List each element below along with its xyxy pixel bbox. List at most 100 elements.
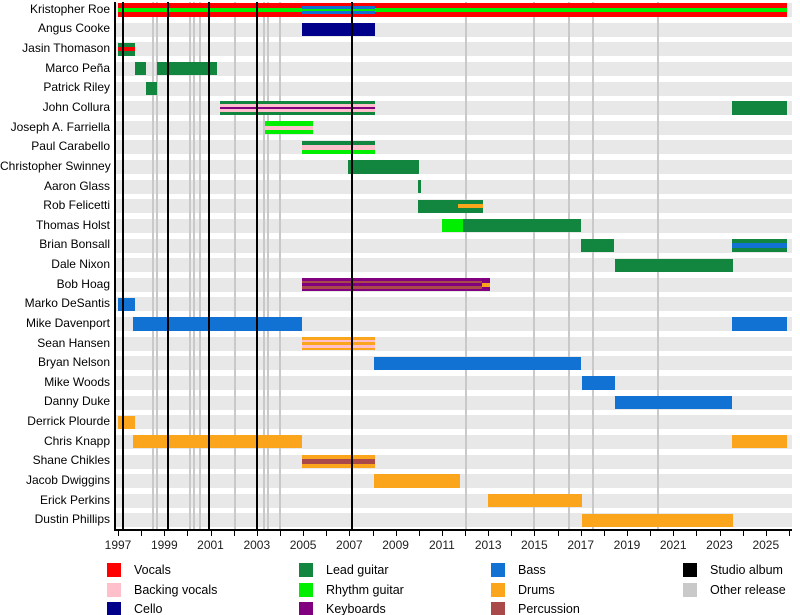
rhythm-guitar-stripe (301, 149, 375, 154)
x-axis-tick (719, 531, 721, 536)
lead-guitar-stripe (462, 219, 581, 233)
keyboards-stripe (301, 283, 483, 287)
x-axis-tick-label: 2013 (474, 538, 502, 552)
keyboards-stripe (219, 106, 375, 110)
row-band (115, 454, 792, 469)
drums-stripe (301, 454, 375, 460)
row-band (115, 81, 792, 96)
cello-stripe (301, 22, 375, 37)
membership-bar (301, 3, 375, 17)
backing-vocals-stripe (219, 109, 375, 113)
legend-item: Percussion (491, 601, 671, 615)
membership-bar (732, 238, 787, 253)
x-axis-tick (650, 531, 652, 536)
lead-guitar-stripe (615, 258, 734, 272)
x-axis-tick (488, 531, 490, 536)
lead-guitar-stripe (219, 101, 375, 105)
studio-album-line (121, 2, 124, 530)
legend-item: Backing vocals (107, 582, 287, 598)
membership-bar (145, 81, 158, 96)
member-name-label: Aaron Glass (43, 178, 110, 193)
member-name-label: Shane Chikles (32, 453, 110, 468)
vocals-swatch (107, 563, 121, 577)
legend-item: Other release (683, 582, 800, 598)
backing-vocals-stripe (301, 145, 375, 150)
member-name-label: Kristopher Roe (29, 1, 110, 16)
lead-guitar-stripe (580, 238, 615, 253)
membership-bar (133, 317, 302, 331)
drums-swatch (491, 583, 505, 597)
x-axis-tick (164, 531, 166, 536)
other-release-line (193, 2, 196, 530)
membership-bar (580, 238, 615, 253)
backing-vocals-swatch (107, 583, 121, 597)
x-axis-tick-label: 2003 (243, 538, 271, 552)
vocals-stripe (374, 12, 787, 17)
member-name-label: Jacob Dwiggins (25, 472, 110, 487)
legend-item: Bass (491, 562, 671, 578)
legend-label: Other release (710, 583, 786, 597)
membership-bar (462, 219, 581, 233)
row-band (115, 376, 792, 390)
drums-stripe (301, 337, 375, 340)
x-axis-tick-label: 1997 (104, 538, 132, 552)
bass-stripe (118, 297, 136, 311)
membership-bar (118, 415, 136, 429)
lead-guitar-stripe (348, 160, 419, 174)
studio-album-line (208, 2, 211, 530)
legend-label: Percussion (518, 602, 580, 615)
member-name-label: Bryan Nelson (37, 355, 110, 370)
member-name-label: Derrick Plourde (27, 414, 110, 428)
bass-stripe (581, 376, 616, 390)
x-axis-line (114, 529, 792, 531)
legend-label: Rhythm guitar (326, 583, 404, 597)
legend-label: Studio album (710, 563, 783, 577)
legend-label: Bass (518, 563, 546, 577)
x-axis-tick-label: 2009 (382, 538, 409, 552)
bass-stripe (732, 317, 787, 331)
x-axis-tick-label: 2025 (752, 538, 780, 552)
x-axis-tick-label: 2017 (567, 538, 595, 552)
row-band (115, 415, 792, 430)
membership-bar (732, 317, 787, 331)
drums-stripe (301, 342, 375, 345)
vocals-stripe (301, 3, 375, 6)
other-release-line (465, 2, 468, 530)
x-axis-tick (603, 531, 605, 536)
row-band (115, 22, 792, 37)
x-axis-tick (441, 531, 443, 536)
studio-album-line (350, 2, 353, 530)
keyboards-stripe (482, 278, 491, 283)
legend-label: Vocals (134, 563, 171, 577)
x-axis-tick (279, 531, 281, 536)
x-axis-tick-label: 2005 (289, 538, 317, 552)
other-release-line (592, 2, 595, 530)
backing-vocals-stripe (301, 344, 375, 348)
other-release-line (278, 2, 281, 530)
rhythm-guitar-stripe (264, 121, 314, 126)
member-name-label: Joseph A. Farriella (10, 119, 110, 134)
drums-stripe (301, 463, 375, 469)
row-band (115, 140, 792, 155)
x-axis-tick (765, 531, 767, 536)
lead-guitar-stripe (135, 62, 146, 76)
x-axis-tick (233, 531, 235, 536)
x-axis-tick-label: 2015 (521, 538, 548, 552)
keyboards-swatch (299, 602, 313, 615)
drums-stripe (732, 435, 787, 449)
membership-bar (732, 435, 787, 449)
other-release-line (533, 2, 536, 530)
legend-item: Lead guitar (299, 562, 479, 578)
membership-bar (348, 160, 419, 174)
lead-guitar-stripe (301, 140, 375, 146)
rhythm-guitar-stripe (374, 7, 787, 13)
lead-guitar-stripe (118, 51, 136, 56)
other-release-line (188, 2, 191, 530)
row-band (115, 336, 792, 351)
member-name-label: John Collura (42, 100, 110, 114)
rhythm-guitar-stripe (264, 129, 314, 135)
row-band (115, 61, 792, 76)
x-axis-tick (627, 531, 628, 536)
x-axis-tick-label: 2021 (659, 538, 687, 552)
